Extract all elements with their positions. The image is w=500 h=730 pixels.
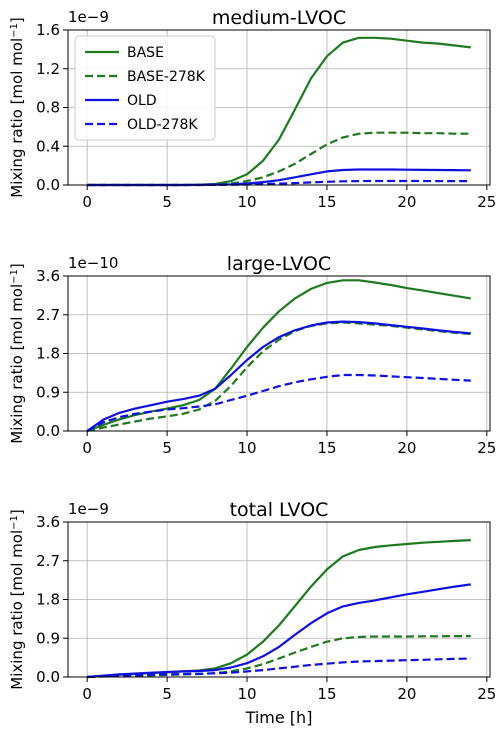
y-tick-label: 2.7 [36,552,60,570]
x-tick-label: 0 [82,439,92,457]
x-tick-label: 15 [317,193,336,211]
y-tick-label: 0.8 [36,99,60,117]
x-tick-label: 5 [162,439,172,457]
chart-title: medium-LVOC [212,7,346,29]
x-tick-label: 0 [82,193,92,211]
y-tick-label: 0.9 [36,629,60,647]
x-tick-label: 15 [317,439,336,457]
series-line-old-278k [86,373,471,432]
legend-label: OLD [127,93,157,109]
y-tick-label: 0.9 [36,383,60,401]
x-tick-label: 10 [237,439,256,457]
legend-box [74,35,216,141]
chart-title: large-LVOC [227,253,331,275]
x-tick-label: 0 [82,685,92,703]
y-tick-label: 3.6 [36,267,60,285]
chart-title: total LVOC [230,499,329,521]
y-tick-label: 1.8 [36,591,60,609]
y-axis-label: Mixing ratio [mol mol−1] [8,263,26,443]
axis-offset-label: 1e−9 [68,500,109,518]
x-tick-label: 5 [162,685,172,703]
y-tick-label: 1.8 [36,345,60,363]
axis-offset-label: 1e−9 [68,8,109,26]
legend: BASE BASE-278K OLD OLD-278K [74,35,216,141]
y-tick-label: 0.0 [36,176,60,194]
x-tick-label: 25 [477,439,496,457]
legend-label: BASE [127,45,164,61]
y-tick-label: 3.6 [36,513,60,531]
series-line-old-278k [87,657,471,679]
y-tick-label: 2.7 [36,306,60,324]
x-tick-label: 20 [397,193,416,211]
legend-label: OLD-278K [127,117,198,133]
series-line-old [86,320,471,432]
y-tick-label: 0.0 [36,668,60,686]
x-tick-label: 10 [237,685,256,703]
x-tick-label: 10 [237,193,256,211]
legend-label: BASE-278K [127,69,206,85]
x-tick-label: 5 [162,193,172,211]
series-line-base [86,279,471,433]
y-tick-label: 0.0 [36,422,60,440]
y-axis-label: Mixing ratio [mol mol−1] [8,509,26,689]
y-axis-label: Mixing ratio [mol mol−1] [8,17,26,197]
x-tick-label: 25 [477,685,496,703]
series-line-base-278k [87,635,471,679]
series-line-base-278k [86,321,471,433]
chart-panel-3: 0 5 10 15 20 25 0.0 0.9 1.8 2.7 3.6 1e−9 total LVOC M… [8,499,496,727]
axis-offset-label: 1e−10 [68,254,118,272]
x-tick-label: 20 [397,685,416,703]
x-axis-label: Time [h] [245,708,313,727]
x-tick-label: 25 [477,193,496,211]
x-tick-label: 15 [317,685,336,703]
y-tick-label: 1.2 [36,60,60,78]
x-tick-label: 20 [397,439,416,457]
chart-panel-2: 0 5 10 15 20 25 0.0 0.9 1.8 2.7 3.6 1e−10 large-LVOC… [8,253,496,457]
y-tick-label: 0.4 [36,137,60,155]
series-line-old [87,583,471,679]
chart-panel-1: 0 5 10 15 20 25 0.0 0.4 0.8 1.2 1.6 1e−9 medium-LVOC… [8,7,496,211]
y-tick-label: 1.6 [36,21,60,39]
